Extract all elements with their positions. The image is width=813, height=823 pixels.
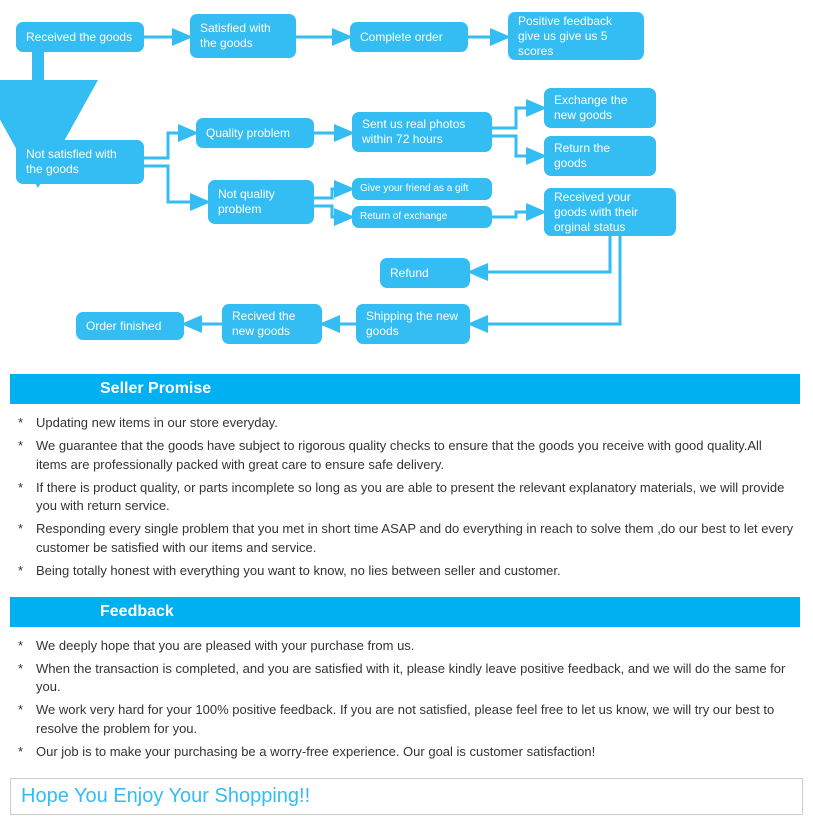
flow-edge-notsat-notqprob <box>144 166 208 202</box>
flow-edge-sent72-returngoods <box>492 136 544 156</box>
feedback-header: Feedback <box>10 597 800 627</box>
flow-node-giftfriend: Give your friend as a gift <box>352 178 492 200</box>
flow-edge-notsat-qprob <box>144 133 196 158</box>
seller-promise-header: Seller Promise <box>10 374 800 404</box>
flow-node-refund: Refund <box>380 258 470 288</box>
feedback-item: When the transaction is completed, and y… <box>18 658 795 700</box>
flow-edge-notqprob-giftfriend <box>314 189 352 198</box>
flow-node-complete: Complete order <box>350 22 468 52</box>
order-flowchart: Received the goods Satisfied with the goo… <box>0 0 813 370</box>
flow-node-sent72: Sent us real photos within 72 hours <box>352 112 492 152</box>
flow-node-orderfin: Order finished <box>76 312 184 340</box>
seller-promise-list: Updating new items in our store everyday… <box>18 412 795 583</box>
feedback-list: We deeply hope that you are pleased with… <box>18 635 795 764</box>
seller-promise-item: We guarantee that the goods have subject… <box>18 435 795 477</box>
flow-node-shipping: Shipping the new goods <box>356 304 470 344</box>
flow-edge-retexch-recvorig <box>492 212 544 217</box>
flow-edge-sent72-exchange <box>492 108 544 128</box>
flow-node-notqprob: Not quality problem <box>208 180 314 224</box>
footer-message: Hope You Enjoy Your Shopping!! <box>10 778 803 815</box>
flow-node-recvnew: Recived the new goods <box>222 304 322 344</box>
flow-edge-recvorig-shipping <box>470 236 620 324</box>
flow-node-recvorig: Received your goods with their orginal s… <box>544 188 676 236</box>
flow-node-notsat: Not satisfied with the goods <box>16 140 144 184</box>
seller-promise-item: Updating new items in our store everyday… <box>18 412 795 435</box>
flow-node-exchange: Exchange the new goods <box>544 88 656 128</box>
seller-promise-item: Being totally honest with everything you… <box>18 560 795 583</box>
flow-edge-notqprob-retexch <box>314 206 352 217</box>
feedback-item: We work very hard for your 100% positive… <box>18 699 795 741</box>
flow-node-positive: Positive feedback give us give us 5 scor… <box>508 12 644 60</box>
seller-promise-item: Responding every single problem that you… <box>18 518 795 560</box>
flow-node-retexch: Return of exchange <box>352 206 492 228</box>
flow-node-returngoods: Return the goods <box>544 136 656 176</box>
feedback-item: We deeply hope that you are pleased with… <box>18 635 795 658</box>
flow-edge-recvorig-refund <box>470 236 610 272</box>
seller-promise-item: If there is product quality, or parts in… <box>18 477 795 519</box>
feedback-item: Our job is to make your purchasing be a … <box>18 741 795 764</box>
flow-node-qprob: Quality problem <box>196 118 314 148</box>
flow-node-received: Received the goods <box>16 22 144 52</box>
flow-node-satisfied: Satisfied with the goods <box>190 14 296 58</box>
